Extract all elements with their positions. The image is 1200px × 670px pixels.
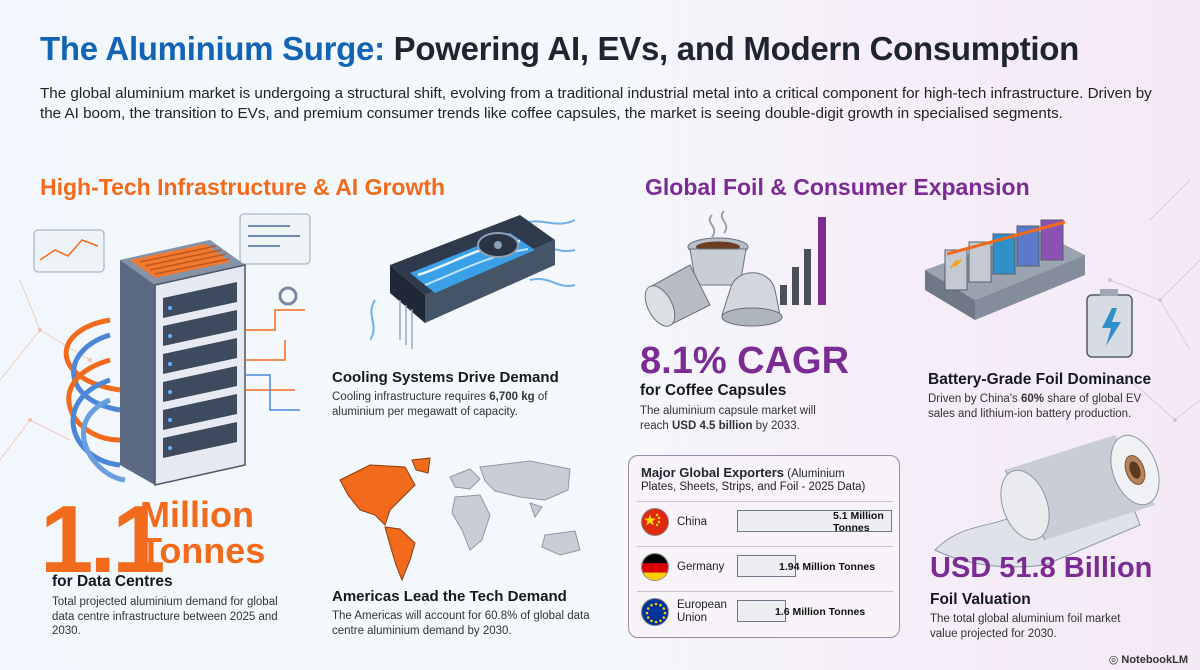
foil-valuation-metric: USD 51.8 Billion [930,552,1153,584]
exporter-country: Germany [677,561,725,573]
notebooklm-logo: ◎ NotebookLM [1108,654,1188,666]
cooling-title: Cooling Systems Drive Demand [332,369,559,386]
exporter-bar-germany [737,555,796,577]
exporters-panel: Major Global Exporters (Aluminium Plates… [628,455,900,638]
section-heading-foil: Global Foil & Consumer Expansion [645,174,1030,200]
exporter-row-germany: Germany 1.94 Million Tonnes [637,546,893,586]
exporter-value-eu: 1.6 Million Tonnes [775,606,866,618]
americas-title: Americas Lead the Tech Demand [332,588,567,605]
exporter-row-china: China 5.1 Million Tonnes [637,501,893,541]
exporter-value-china: 5.1 Million Tonnes [833,510,884,534]
exporter-row-eu: European Union 1.6 Million Tonnes [637,591,893,631]
world-map-icon [339,457,581,582]
battery-text: Driven by China's 60% share of global EV… [928,393,1142,420]
coffee-capsule-icon [644,210,826,327]
intro-paragraph: The global aluminium market is undergoin… [40,85,1152,122]
gpu-cooler-icon [370,215,576,349]
data-centre-demand-unit: Million Tonnes [140,494,266,571]
notebooklm-icon: ◎ [1108,654,1122,666]
eu-flag-icon [641,598,669,626]
coffee-title: for Coffee Capsules [640,382,787,399]
data-centre-text: Total projected aluminium demand for glo… [52,596,278,637]
exporter-country: China [677,516,708,528]
cooling-text: Cooling infrastructure requires 6,700 kg… [332,391,548,418]
foil-roll-icon [934,434,1160,568]
exporter-value-germany: 1.94 Million Tonnes [779,561,876,573]
exporters-subtitle: Plates, Sheets, Strips, and Foil - 2025 … [641,481,866,493]
coffee-text: The aluminium capsule market will reach … [640,405,816,432]
coffee-cagr-metric: 8.1% CAGR [640,340,850,382]
germany-flag-icon [641,553,669,581]
foil-text: The total global aluminium foil market v… [930,613,1121,640]
data-centre-demand-number: 1.1 [40,486,165,593]
americas-text: The Americas will account for 60.8% of g… [332,610,590,637]
exporter-bar-china [737,510,892,532]
data-centre-label: for Data Centres [52,573,173,590]
exporter-bar-eu [737,600,786,622]
page-title: The Aluminium Surge: Powering AI, EVs, a… [40,30,1079,67]
exporter-country: European Union [677,599,727,624]
foil-title: Foil Valuation [930,591,1031,608]
battery-icon [925,219,1133,358]
china-flag-icon [641,508,669,536]
battery-title: Battery-Grade Foil Dominance [928,371,1152,388]
section-heading-infrastructure: High-Tech Infrastructure & AI Growth [40,174,446,200]
server-rack-icon [33,213,311,486]
exporters-title: Major Global Exporters (Aluminium [641,465,845,480]
